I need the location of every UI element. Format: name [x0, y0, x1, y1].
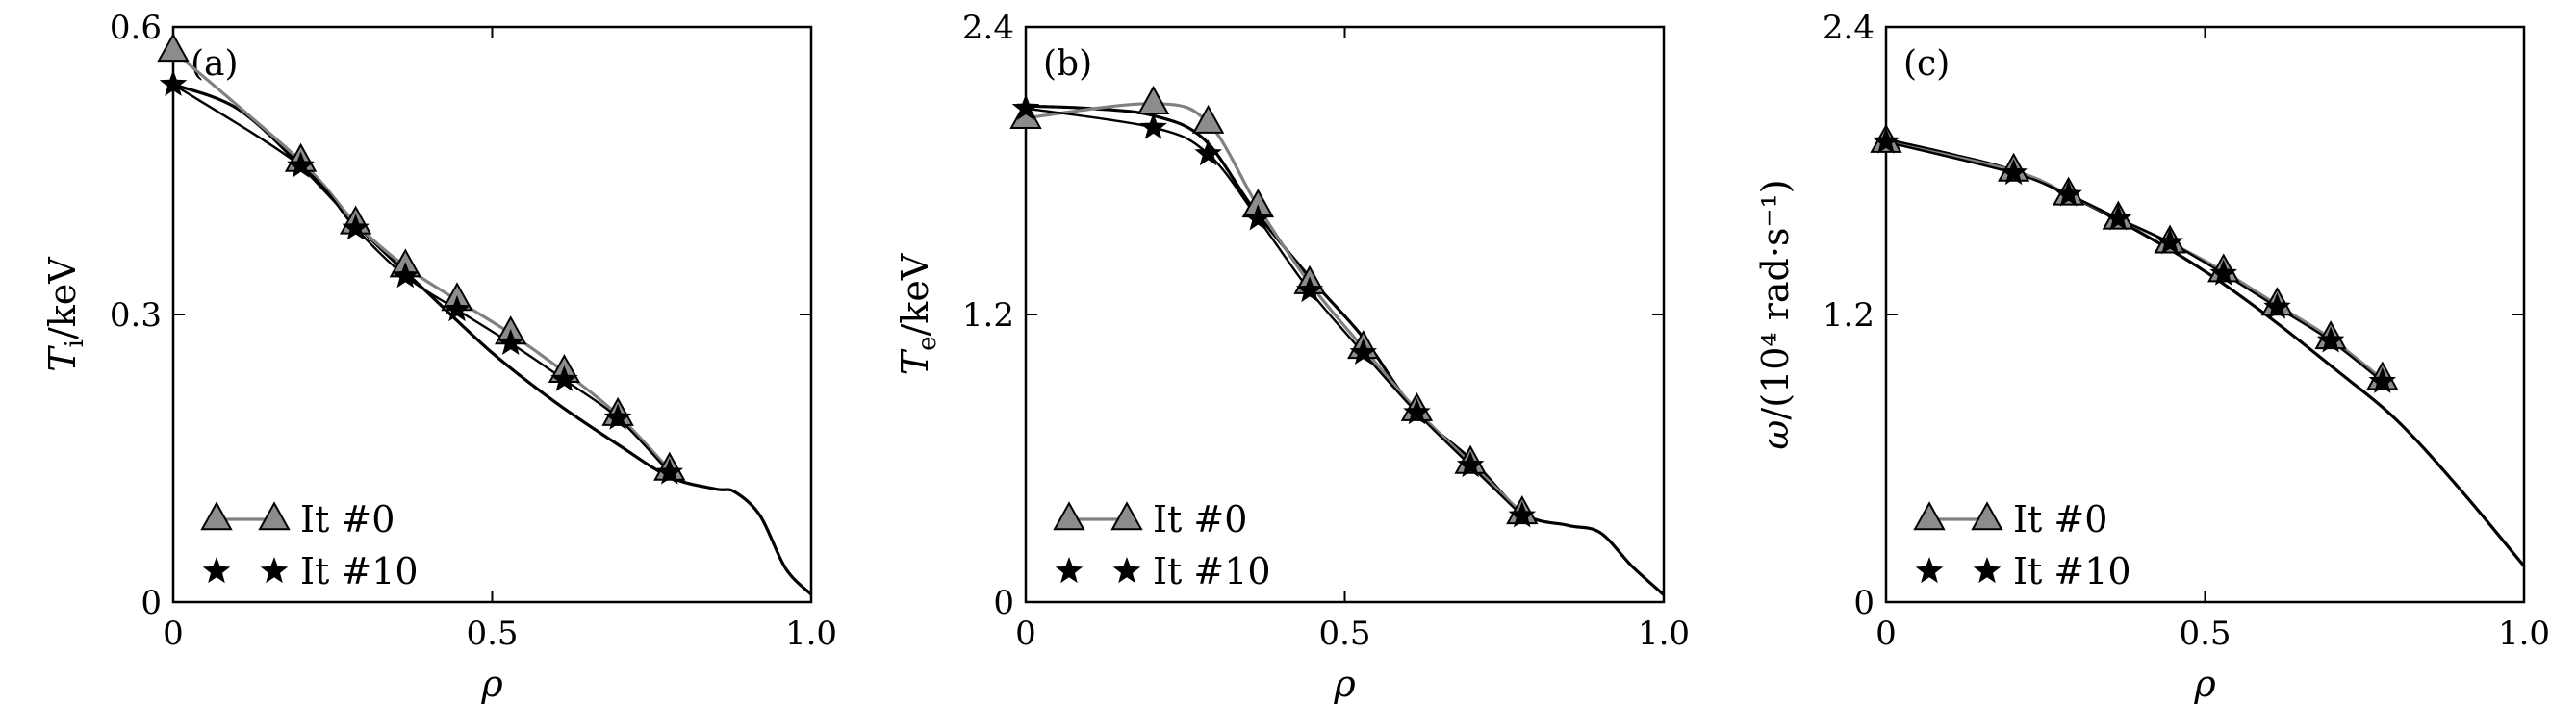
x-tick-label: 0.5 — [466, 615, 518, 653]
it10-star-marker — [1295, 276, 1324, 303]
x-tick-label: 0 — [163, 615, 184, 653]
y-tick-label: 0 — [993, 584, 1014, 622]
panel-a: 0 0.5 1.0 0 0.3 0.6 ρ Ti/keV (a) It #0 It #10 — [41, 9, 837, 704]
it10-star-marker — [342, 214, 370, 240]
it10-star-marker — [1403, 398, 1431, 425]
legend-it0-marker — [1913, 501, 1946, 531]
legend-it10-marker — [1112, 557, 1141, 584]
x-tick-label: 0.5 — [2179, 615, 2231, 653]
panel-c: 0 0.5 1.001.22.4ρω/(10⁴ rad·s⁻¹)(c)It #0It… — [1754, 9, 2550, 704]
legend-it0-marker — [1053, 501, 1085, 531]
y-axis-label: Ti/keV — [41, 257, 89, 372]
it10-star-marker — [497, 328, 524, 355]
it10-star-marker — [550, 365, 578, 391]
x-tick-label: 1.0 — [2498, 615, 2550, 653]
legend: It #0 It #10 — [1053, 498, 1271, 592]
y-tick-label: 0.6 — [110, 9, 162, 47]
legend-it0-label: It #0 — [2013, 498, 2107, 541]
it10-star-marker — [2054, 180, 2082, 207]
legend-it10-marker — [202, 557, 231, 584]
it0-triangle-marker — [1009, 99, 1042, 129]
it10-star-marker — [2316, 326, 2345, 353]
legend-it10-label: It #10 — [1153, 550, 1271, 592]
panel-b: 0 0.5 1.0 0 1.2 2.4 ρ Te/keV (b) It #0 It #10 — [894, 9, 1690, 704]
legend: It #0 It #10 — [200, 498, 419, 592]
x-tick-label: 0 — [1875, 615, 1897, 653]
y-tick-label: 2.4 — [962, 9, 1014, 47]
legend-it0-marker — [1971, 501, 2003, 531]
legend-it10-marker — [260, 557, 289, 584]
it10-star-marker — [443, 295, 472, 322]
panel-label: (b) — [1043, 44, 1092, 84]
x-axis-label: ρ — [2193, 663, 2216, 704]
profile-curve — [1885, 138, 2526, 567]
it10-star-marker — [1139, 113, 1167, 139]
y-axis-label: Te/keV — [894, 253, 942, 375]
x-tick-label: 1.0 — [1638, 615, 1690, 653]
it10-star-marker — [1349, 338, 1377, 365]
legend-it0-label: It #0 — [1153, 498, 1247, 541]
it10-star-marker — [1244, 204, 1272, 231]
it10-star-marker — [392, 262, 420, 289]
it10-line — [1025, 107, 1523, 517]
it10-star-marker — [655, 458, 684, 485]
legend-it0-label: It #0 — [300, 498, 395, 541]
legend-it0-marker — [258, 501, 291, 531]
y-tick-label: 1.2 — [1823, 296, 1875, 335]
y-tick-label: 0 — [140, 584, 162, 622]
it10-star-marker — [2368, 366, 2397, 393]
legend-it10-label: It #10 — [2013, 550, 2131, 592]
it10-star-marker — [1456, 451, 1485, 478]
it10-star-marker — [1011, 93, 1040, 120]
panel-label: (c) — [1903, 44, 1950, 84]
it10-star-marker — [2263, 292, 2291, 319]
it0-triangle-marker — [1136, 85, 1170, 114]
y-tick-label: 2.4 — [1823, 9, 1875, 47]
x-axis-label: ρ — [1333, 663, 1356, 704]
legend-it10-marker — [1973, 557, 2002, 584]
legend-it0-marker — [1110, 501, 1143, 531]
it10-star-marker — [2000, 159, 2028, 186]
it10-star-marker — [1872, 127, 1900, 154]
it0-line — [1025, 102, 1523, 515]
legend-it10-label: It #10 — [300, 550, 419, 592]
y-tick-label: 0 — [1853, 584, 1875, 622]
legend-it10-marker — [1915, 557, 1944, 584]
legend-it10-marker — [1055, 557, 1084, 584]
it10-star-marker — [2155, 228, 2184, 255]
legend: It #0 It #10 — [1913, 498, 2131, 592]
it10-star-marker — [1508, 501, 1537, 528]
it10-star-marker — [287, 151, 315, 178]
legend-it0-marker — [200, 501, 233, 531]
y-axis-label: ω/(10⁴ rad·s⁻¹) — [1754, 179, 1797, 449]
y-tick-label: 1.2 — [962, 296, 1014, 335]
it0-line — [1885, 140, 2384, 381]
y-tick-label: 0.3 — [110, 296, 162, 335]
x-tick-label: 1.0 — [785, 615, 837, 653]
it0-triangle-marker — [157, 33, 190, 63]
x-axis-label: ρ — [480, 663, 503, 704]
it10-star-marker — [2209, 259, 2237, 286]
x-tick-label: 0 — [1015, 615, 1036, 653]
it0-triangle-marker — [1191, 104, 1225, 134]
it10-star-marker — [1194, 139, 1222, 166]
it10-star-marker — [2104, 204, 2132, 231]
it10-star-marker — [603, 403, 632, 430]
it0-line — [171, 49, 671, 471]
it10-star-marker — [159, 69, 188, 96]
x-tick-label: 0.5 — [1318, 615, 1370, 653]
panel-label: (a) — [191, 44, 239, 84]
